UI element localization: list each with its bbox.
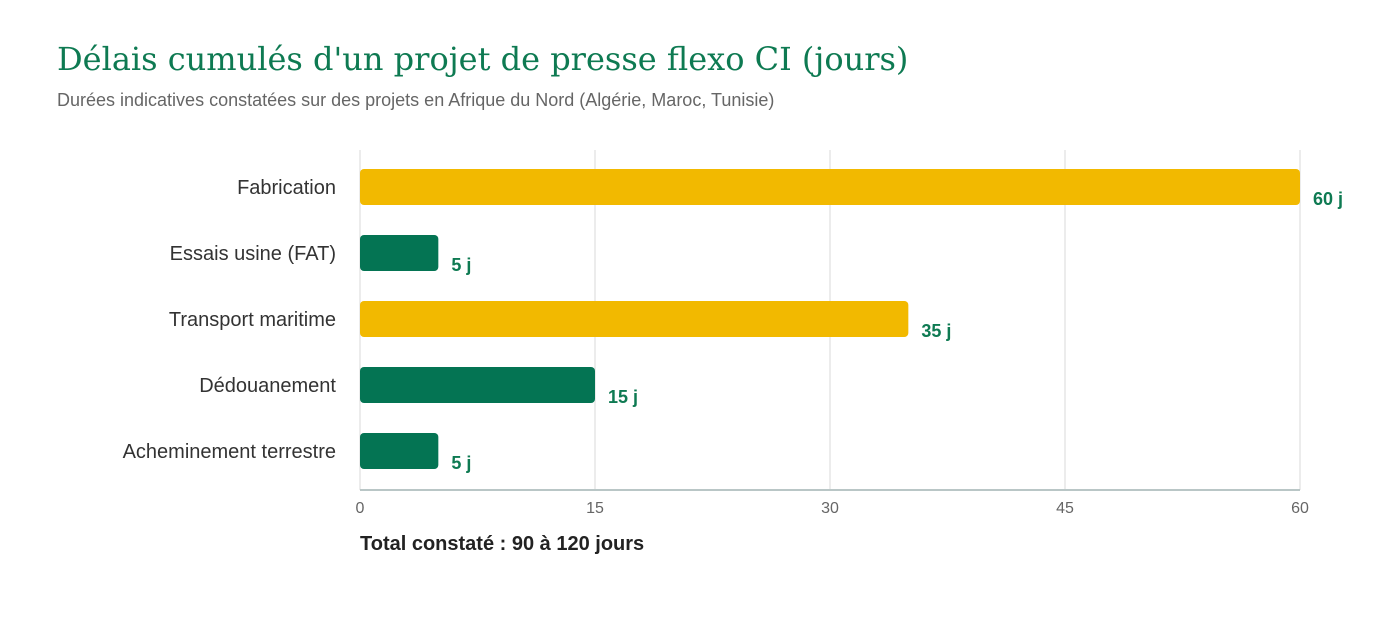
x-tick-label-1: 15	[586, 500, 604, 517]
total-note: Total constaté : 90 à 120 jours	[360, 533, 645, 555]
data-label-1: 5 j	[451, 255, 471, 275]
data-label-0: 60 j	[1313, 189, 1343, 209]
bar-3	[360, 367, 595, 403]
chart-subtitle: Durées indicatives constatées sur des pr…	[57, 90, 775, 110]
category-label-1: Essais usine (FAT)	[170, 243, 336, 265]
data-label-4: 5 j	[451, 453, 471, 473]
category-label-4: Acheminement terrestre	[123, 441, 336, 463]
data-label-2: 35 j	[921, 321, 951, 341]
data-label-3: 15 j	[608, 387, 638, 407]
category-label-2: Transport maritime	[169, 309, 336, 331]
bar-1	[360, 235, 439, 271]
category-label-0: Fabrication	[237, 177, 336, 199]
x-tick-label-2: 30	[821, 500, 839, 517]
chart-title: Délais cumulés d'un projet de presse fle…	[57, 40, 909, 78]
x-tick-label-0: 0	[356, 500, 365, 517]
bar-0	[360, 169, 1300, 205]
bar-4	[360, 433, 439, 469]
category-label-3: Dédouanement	[199, 375, 336, 397]
bar-2	[360, 301, 909, 337]
x-tick-label-3: 45	[1056, 500, 1074, 517]
x-tick-label-4: 60	[1291, 500, 1309, 517]
